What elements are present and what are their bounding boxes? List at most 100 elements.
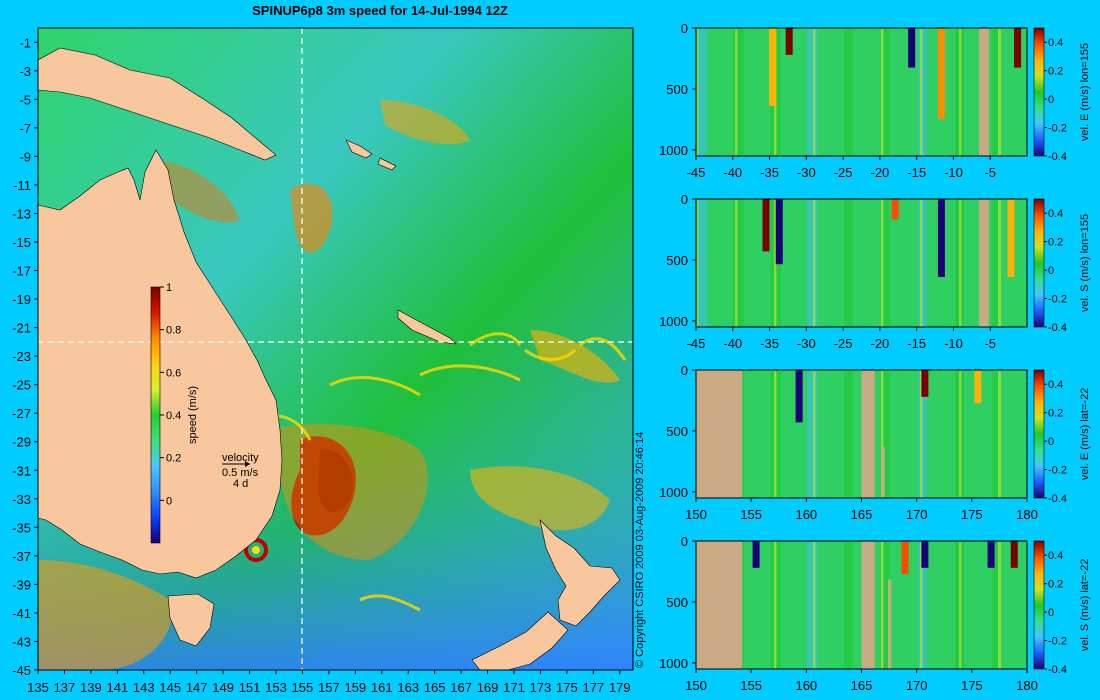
section-stripe <box>696 28 699 156</box>
section-stripe <box>807 541 810 669</box>
section-stripe <box>850 28 853 156</box>
eddy-patch <box>530 330 620 383</box>
section-stripe <box>809 370 812 498</box>
section-stripe <box>885 28 888 156</box>
section-field-base <box>696 28 1027 156</box>
section-stripe <box>772 541 775 669</box>
section-stripe <box>961 541 964 669</box>
map-x-tick-label: 175 <box>556 680 578 695</box>
topography-mask <box>881 446 885 498</box>
section-x-tick-label: -20 <box>870 165 889 180</box>
section-stripe <box>996 370 999 498</box>
section-stripe <box>776 28 779 156</box>
topography-mask <box>696 541 743 669</box>
section-stripe <box>996 541 999 669</box>
map-x-tick-label: 165 <box>424 680 446 695</box>
section-y-tick-label: 1000 <box>659 143 688 158</box>
land-tasmania <box>167 593 215 647</box>
section-stripe <box>955 28 958 156</box>
vel-colorbar-tick-label: -0.4 <box>1048 322 1067 334</box>
section-stripe <box>846 199 849 327</box>
topography-mask <box>861 541 875 669</box>
section-stripe <box>885 199 888 327</box>
map-y-tick-label: -1 <box>19 35 31 50</box>
section-panel-2: -45 -40 -35 -30 -25 -20 -15 -10 -5 0 500 1000 0.4 0.2… <box>659 192 1091 351</box>
section-core <box>1010 541 1018 568</box>
warm-core-eddy-center <box>252 546 260 554</box>
section-y-tick-label: 0 <box>681 363 688 378</box>
section-stripe <box>996 199 999 327</box>
section-stripe <box>998 199 1001 327</box>
speed-field <box>38 28 633 670</box>
section-x-tick-label: -30 <box>797 165 816 180</box>
section-stripe <box>776 370 779 498</box>
topography-mask <box>887 579 892 669</box>
jet-filament <box>579 337 627 361</box>
jet-filament <box>419 364 521 382</box>
vel-colorbar-tick-label: 0 <box>1048 94 1054 106</box>
section-stripe <box>815 370 818 498</box>
land-new-caledonia <box>397 309 457 345</box>
section-stripe <box>920 541 923 669</box>
map-x-tick-label: 139 <box>80 680 102 695</box>
speed-map: SPINUP6p8 3m speed for 14-Jul-1994 12Z 1… <box>12 3 646 695</box>
section-stripe <box>698 199 701 327</box>
section-y-tick-label: 1000 <box>659 314 688 329</box>
map-frame <box>37 27 634 671</box>
section-stripe <box>807 370 810 498</box>
section-stripe <box>807 199 810 327</box>
section-stripe <box>815 199 818 327</box>
section-stripe <box>957 199 960 327</box>
map-x-tick-label: 143 <box>133 680 155 695</box>
section-x-tick-label: 150 <box>685 678 707 693</box>
copyright-note: © Copyright CSIRO 2009 03-Aug-2009 20:46… <box>634 432 646 668</box>
section-stripe <box>883 199 886 327</box>
eddy-patch <box>318 449 353 513</box>
vel-colorbar-tick-label: 0 <box>1048 436 1054 448</box>
vel-colorbar-tick-label: 0 <box>1048 607 1054 619</box>
section-stripe <box>700 199 703 327</box>
map-y-tick-label: -19 <box>12 292 31 307</box>
map-x-tick-label: 163 <box>397 680 419 695</box>
section-x-tick-label: 180 <box>1016 678 1038 693</box>
section-core <box>1014 28 1022 68</box>
section-stripe <box>807 28 810 156</box>
map-y-tick-label: -45 <box>12 663 31 678</box>
land-nz-south <box>471 611 569 670</box>
section-core <box>901 541 909 575</box>
section-stripe <box>992 199 995 327</box>
section-y-tick-label: 0 <box>681 21 688 36</box>
section-stripe <box>918 28 921 156</box>
vel-colorbar-tick-label: 0.2 <box>1048 579 1063 591</box>
section-stripe <box>776 541 779 669</box>
section-stripe <box>770 370 773 498</box>
velocity-key-speed: 0.5 m/s <box>222 467 259 479</box>
map-y-tick-label: -41 <box>12 606 31 621</box>
section-stripe <box>778 28 781 156</box>
section-stripe <box>994 28 997 156</box>
map-y-tick-label: -39 <box>12 577 31 592</box>
section-stripe <box>846 28 849 156</box>
section-x-tick-label: 155 <box>740 678 762 693</box>
map-y-tick-label: -27 <box>12 406 31 421</box>
section-stripe <box>881 370 884 498</box>
map-title: SPINUP6p8 3m speed for 14-Jul-1994 12Z <box>252 3 508 18</box>
section-core <box>987 541 995 568</box>
map-y-tick-label: -15 <box>12 235 31 250</box>
section-stripe <box>702 199 705 327</box>
section-stripe <box>704 199 707 327</box>
vel-colorbar-label: vel. S (m/s) lon=155 <box>1079 214 1091 312</box>
map-x-tick-label: 171 <box>503 680 525 695</box>
jet-filament <box>329 376 421 397</box>
land-nz-north <box>539 519 621 627</box>
section-stripe <box>696 199 699 327</box>
map-x-tick-label: 153 <box>265 680 287 695</box>
section-x-tick-label: -5 <box>984 165 996 180</box>
map-x-tick-label: 145 <box>159 680 181 695</box>
section-frame <box>695 198 1028 328</box>
vel-colorbar-tick-label: 0.4 <box>1048 208 1063 220</box>
section-x-tick-label: -20 <box>870 336 889 351</box>
map-y-tick-label: -11 <box>13 178 31 193</box>
section-x-tick-label: -5 <box>984 336 996 351</box>
